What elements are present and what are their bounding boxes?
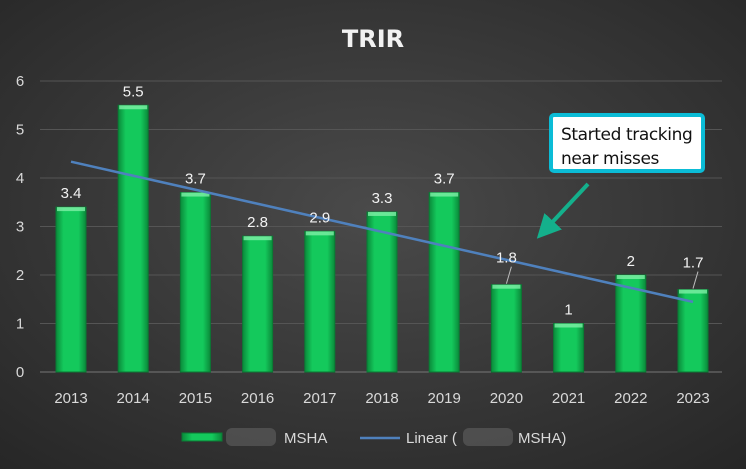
- x-tick-label: 2021: [552, 390, 585, 407]
- bar: [553, 323, 585, 373]
- bar-top-highlight: [243, 236, 272, 241]
- bar-top-highlight: [368, 211, 396, 216]
- legend-redacted-name: [226, 428, 276, 446]
- legend-trend-prefix: Linear (: [406, 430, 457, 447]
- bar-top-highlight: [181, 192, 210, 197]
- y-tick-label: 3: [16, 219, 24, 236]
- bar: [55, 206, 87, 373]
- bar-top-highlight: [616, 275, 645, 279]
- data-label: 2: [627, 253, 635, 270]
- legend-series-label: MSHA: [284, 430, 327, 447]
- data-label: 3.4: [61, 185, 82, 202]
- data-label: 3.7: [434, 171, 455, 188]
- bar: [179, 192, 211, 373]
- trendline: [70, 160, 694, 304]
- bar: [428, 192, 460, 373]
- bar: [490, 284, 522, 373]
- data-label: 2.9: [309, 209, 330, 226]
- y-tick-label: 1: [16, 316, 24, 333]
- data-label: 1: [564, 302, 572, 319]
- x-tick-label: 2017: [303, 390, 336, 407]
- legend-redacted-name-2: [463, 428, 513, 446]
- bar: [242, 235, 274, 373]
- callout-line-1: Started tracking: [561, 125, 693, 145]
- label-leader-line: [692, 271, 699, 289]
- data-label: 5.5: [123, 83, 144, 100]
- legend: MSHA Linear ( MSHA): [181, 428, 566, 447]
- y-tick-label: 4: [16, 170, 24, 187]
- annotation-callout: Started tracking near misses: [549, 113, 705, 173]
- x-tick-label: 2014: [117, 390, 150, 407]
- bar-top-highlight: [492, 284, 521, 289]
- bar: [677, 289, 709, 373]
- callout-arrow: [536, 182, 590, 239]
- data-label: 3.3: [372, 190, 393, 207]
- x-tick-label: 2022: [614, 390, 647, 407]
- bar-top-highlight: [679, 289, 707, 294]
- data-label: 3.7: [185, 171, 206, 188]
- label-leader-line: [505, 266, 512, 284]
- x-tick-label: 2023: [676, 390, 709, 407]
- data-label: 1.8: [496, 250, 517, 267]
- y-tick-label: 2: [16, 267, 24, 284]
- data-label: 2.8: [247, 214, 268, 231]
- x-tick-label: 2020: [490, 390, 523, 407]
- x-tick-label: 2015: [179, 390, 212, 407]
- data-label: 1.7: [683, 255, 704, 272]
- bar: [366, 211, 398, 373]
- callout-line-2: near misses: [561, 149, 659, 169]
- chart-title: TRIR: [342, 25, 404, 53]
- x-tick-label: 2019: [428, 390, 461, 407]
- bar-top-highlight: [305, 231, 334, 236]
- bar-top-highlight: [57, 207, 85, 212]
- legend-trend-suffix: MSHA): [518, 430, 566, 447]
- y-tick-label: 0: [16, 364, 24, 381]
- bar-top-highlight: [119, 105, 148, 110]
- y-tick-label: 6: [16, 73, 24, 90]
- x-tick-label: 2013: [54, 390, 87, 407]
- bar: [117, 104, 149, 373]
- bar: [304, 230, 336, 373]
- legend-bar-swatch: [181, 432, 223, 442]
- x-tick-label: 2016: [241, 390, 274, 407]
- bar-top-highlight: [430, 192, 459, 197]
- y-tick-label: 5: [16, 122, 24, 139]
- x-tick-label: 2018: [365, 390, 398, 407]
- bar-top-highlight: [554, 323, 583, 328]
